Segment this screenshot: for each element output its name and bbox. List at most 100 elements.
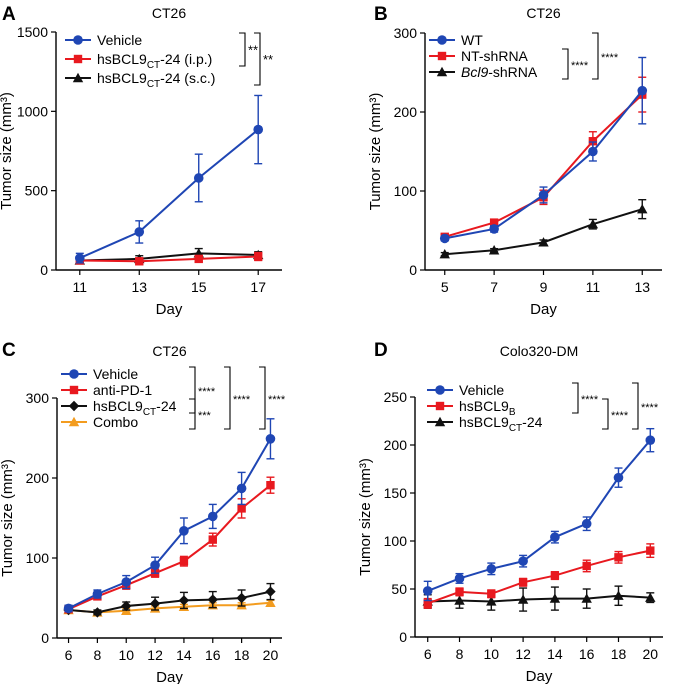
x-tick-label: 5: [441, 279, 449, 295]
series-0: [439, 56, 648, 244]
y-tick-label: 200: [394, 104, 418, 120]
legend-label: hsBCL9CT-24 (i.p.): [97, 51, 212, 71]
legend-label: Combo: [93, 414, 138, 430]
data-point: [265, 597, 276, 607]
legend-marker: [68, 400, 80, 412]
legend-label-suffix: -24: [522, 414, 542, 430]
x-tick-label: 8: [93, 647, 101, 663]
legend-label: NT-shRNA: [461, 48, 529, 64]
x-axis-label: Day: [526, 668, 553, 684]
x-tick-label: 6: [424, 646, 432, 662]
y-tick-label: 50: [391, 581, 407, 597]
legend-label: hsBCL9B: [459, 398, 516, 418]
data-point: [518, 556, 528, 566]
legend-entry: hsBCL9CT-24: [61, 398, 177, 418]
y-tick-label: 300: [26, 390, 50, 406]
panel-letter: B: [374, 4, 388, 25]
legend-label-main: hsBCL9: [93, 398, 143, 414]
legend-marker: [68, 416, 80, 427]
x-tick-label: 12: [515, 646, 531, 662]
data-point: [588, 137, 598, 146]
y-tick-label: 250: [384, 389, 408, 405]
data-point: [637, 203, 648, 214]
legend-entry: anti-PD-1: [61, 382, 152, 398]
significance-label: ****: [611, 410, 629, 422]
bracket-line: [254, 32, 261, 86]
legend-marker: [69, 385, 79, 395]
significance-bracket: ****: [592, 32, 619, 80]
significance-bracket: **: [239, 32, 258, 67]
data-point: [236, 592, 247, 604]
data-point: [645, 592, 656, 602]
significance-label: ****: [601, 52, 619, 64]
data-point: [422, 586, 433, 596]
y-tick-label: 300: [394, 25, 418, 41]
legend-label-main: Vehicle: [97, 32, 142, 48]
legend-entry: Vehicle: [427, 382, 504, 398]
data-point: [489, 218, 499, 227]
significance-bracket: ***: [189, 398, 212, 430]
bracket-line: [239, 32, 246, 67]
x-tick-label: 6: [65, 647, 73, 663]
panel-d: D Colo320-DM 0 50 100 150 200 250 6 8 10 12 14 16 18 20…: [357, 340, 663, 684]
bracket-line: [572, 382, 579, 414]
data-point: [121, 577, 132, 587]
data-point: [207, 594, 218, 605]
data-point: [487, 589, 496, 598]
significance-label: ****: [571, 60, 589, 72]
data-point: [237, 504, 246, 513]
significance-label: ****: [641, 402, 659, 414]
significance-bracket: ****: [602, 398, 629, 430]
data-point: [121, 600, 132, 612]
legend-marker: [72, 72, 84, 83]
legend-entry: Vehicle: [65, 32, 142, 48]
data-point: [254, 252, 263, 261]
legend-label-rest: -shRNA: [488, 64, 538, 80]
series-line: [427, 439, 652, 592]
legend-entry: hsBCL9CT-24 (i.p.): [65, 51, 212, 71]
x-tick-label: 7: [490, 279, 498, 295]
data-point: [581, 518, 592, 529]
x-tick-label: 20: [642, 646, 658, 662]
data-point: [486, 564, 497, 574]
data-point: [646, 546, 655, 555]
data-point: [489, 224, 499, 234]
data-point: [549, 593, 561, 603]
legend-entry: hsBCL9B: [427, 398, 516, 418]
legend-marker: [69, 369, 79, 379]
data-point: [134, 227, 145, 237]
legend-label-main: hsBCL9: [459, 414, 509, 430]
legend-entry: Vehicle: [61, 366, 138, 382]
data-point: [135, 257, 144, 266]
legend-marker: [435, 385, 445, 395]
legend-label-main: WT: [461, 32, 483, 48]
series-line: [444, 90, 644, 240]
y-tick-label: 200: [384, 437, 408, 453]
data-point: [550, 571, 560, 580]
significance-bracket: ****: [259, 366, 286, 430]
data-point: [179, 526, 189, 536]
series-0: [422, 427, 656, 602]
data-point: [538, 237, 549, 247]
series-0: [63, 418, 276, 614]
legend-entry: hsBCL9CT-24: [427, 414, 543, 434]
data-point: [236, 483, 247, 494]
data-point: [423, 599, 432, 608]
legend-label-italic: Bcl9: [461, 64, 488, 80]
chart-title: CT26: [152, 5, 186, 21]
legend-entry: Combo: [61, 414, 138, 430]
y-tick-label: 200: [26, 470, 50, 486]
x-axis-label: Day: [156, 669, 183, 684]
x-tick-label: 14: [176, 647, 192, 663]
legend-label-subscript: CT: [143, 407, 156, 418]
data-point: [253, 124, 264, 135]
data-point: [92, 607, 103, 618]
significance-label: **: [248, 43, 258, 58]
legend-marker: [436, 66, 448, 77]
significance-label: ****: [268, 394, 286, 406]
data-point: [550, 532, 560, 542]
data-point: [265, 586, 276, 597]
data-point: [518, 578, 528, 587]
data-point: [588, 146, 598, 157]
